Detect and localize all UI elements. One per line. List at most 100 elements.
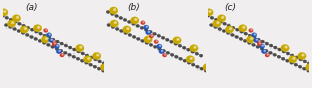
Circle shape bbox=[56, 40, 59, 43]
Circle shape bbox=[17, 16, 19, 18]
Circle shape bbox=[267, 45, 268, 46]
Circle shape bbox=[9, 18, 13, 21]
Circle shape bbox=[157, 44, 162, 48]
Circle shape bbox=[138, 38, 139, 39]
Circle shape bbox=[204, 69, 208, 72]
Circle shape bbox=[46, 43, 50, 46]
Circle shape bbox=[205, 9, 213, 16]
Circle shape bbox=[120, 16, 122, 17]
Circle shape bbox=[252, 36, 256, 39]
Circle shape bbox=[20, 26, 28, 33]
Circle shape bbox=[259, 41, 260, 42]
Circle shape bbox=[274, 46, 277, 49]
Circle shape bbox=[97, 1, 105, 8]
Circle shape bbox=[22, 24, 26, 27]
Circle shape bbox=[136, 24, 139, 27]
Circle shape bbox=[214, 25, 217, 29]
Circle shape bbox=[4, 23, 8, 27]
Circle shape bbox=[170, 40, 173, 43]
Circle shape bbox=[130, 17, 139, 24]
Circle shape bbox=[219, 31, 221, 32]
Circle shape bbox=[46, 33, 52, 37]
Circle shape bbox=[60, 53, 64, 57]
Circle shape bbox=[254, 38, 259, 43]
Circle shape bbox=[23, 22, 24, 23]
Circle shape bbox=[101, 3, 103, 5]
Circle shape bbox=[265, 42, 269, 45]
Circle shape bbox=[183, 59, 187, 62]
Circle shape bbox=[102, 62, 106, 65]
Circle shape bbox=[51, 45, 54, 48]
Circle shape bbox=[195, 52, 199, 55]
Circle shape bbox=[269, 51, 272, 54]
Circle shape bbox=[187, 48, 190, 51]
Circle shape bbox=[21, 31, 25, 34]
Circle shape bbox=[307, 62, 311, 65]
Circle shape bbox=[161, 36, 165, 39]
Circle shape bbox=[163, 36, 164, 37]
Circle shape bbox=[300, 69, 301, 70]
Circle shape bbox=[249, 29, 253, 32]
Circle shape bbox=[115, 14, 118, 18]
Circle shape bbox=[26, 26, 30, 29]
Circle shape bbox=[5, 16, 8, 19]
Circle shape bbox=[214, 18, 218, 21]
Circle shape bbox=[277, 55, 281, 58]
Circle shape bbox=[4, 11, 6, 12]
Circle shape bbox=[210, 16, 214, 19]
Circle shape bbox=[141, 39, 144, 42]
Circle shape bbox=[282, 50, 285, 53]
Circle shape bbox=[256, 40, 261, 44]
Circle shape bbox=[7, 20, 16, 27]
Circle shape bbox=[231, 26, 235, 29]
Circle shape bbox=[92, 52, 101, 60]
Circle shape bbox=[203, 64, 211, 71]
Circle shape bbox=[190, 45, 198, 52]
Circle shape bbox=[57, 45, 58, 46]
Circle shape bbox=[219, 20, 222, 23]
Circle shape bbox=[33, 25, 42, 32]
Circle shape bbox=[281, 57, 285, 60]
Circle shape bbox=[42, 41, 46, 44]
Circle shape bbox=[13, 20, 17, 23]
Circle shape bbox=[211, 25, 212, 26]
Circle shape bbox=[39, 32, 42, 35]
Circle shape bbox=[30, 35, 33, 38]
Circle shape bbox=[106, 10, 110, 14]
Circle shape bbox=[292, 56, 293, 57]
Circle shape bbox=[46, 38, 47, 39]
Circle shape bbox=[115, 27, 119, 31]
Circle shape bbox=[269, 44, 273, 47]
Circle shape bbox=[190, 57, 193, 59]
Circle shape bbox=[182, 46, 186, 49]
Circle shape bbox=[55, 47, 59, 50]
Circle shape bbox=[285, 46, 287, 48]
Circle shape bbox=[66, 43, 67, 44]
Circle shape bbox=[54, 43, 55, 44]
Circle shape bbox=[72, 55, 76, 58]
Circle shape bbox=[165, 38, 169, 41]
Circle shape bbox=[132, 35, 136, 38]
Circle shape bbox=[210, 23, 213, 27]
Circle shape bbox=[200, 67, 203, 70]
Circle shape bbox=[149, 30, 152, 33]
Text: (b): (b) bbox=[128, 3, 140, 12]
Circle shape bbox=[38, 39, 42, 42]
Circle shape bbox=[265, 53, 270, 57]
Circle shape bbox=[98, 60, 101, 63]
Circle shape bbox=[144, 36, 152, 43]
Circle shape bbox=[73, 53, 75, 54]
Circle shape bbox=[85, 61, 88, 64]
Circle shape bbox=[295, 56, 298, 59]
Circle shape bbox=[17, 29, 21, 33]
Circle shape bbox=[274, 55, 275, 56]
Circle shape bbox=[166, 51, 170, 54]
Circle shape bbox=[240, 30, 243, 33]
Circle shape bbox=[165, 54, 166, 55]
Circle shape bbox=[140, 26, 144, 29]
Circle shape bbox=[158, 47, 161, 50]
Circle shape bbox=[143, 22, 144, 23]
Circle shape bbox=[233, 28, 234, 29]
Circle shape bbox=[56, 49, 61, 54]
Circle shape bbox=[12, 22, 14, 24]
